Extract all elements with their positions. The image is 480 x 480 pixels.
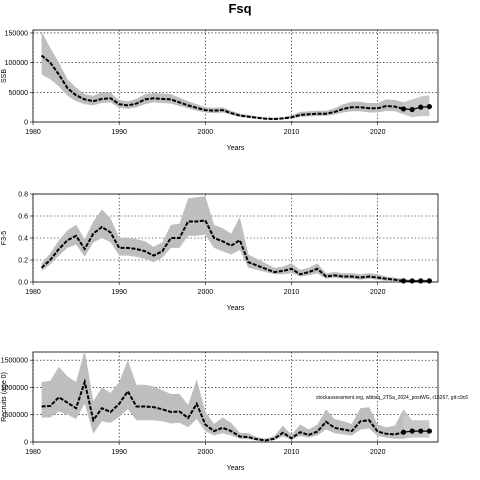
forecast-point-0-2 <box>418 104 424 110</box>
xtick-label-2-0: 1980 <box>25 449 41 456</box>
ytick-label-0-0: 0 <box>24 120 28 127</box>
forecast-point-2-2 <box>418 428 424 434</box>
forecast-point-2-3 <box>426 428 432 434</box>
xaxis-label-2: Years <box>227 465 245 472</box>
xtick-label-2-4: 2020 <box>370 449 386 456</box>
yaxis-label-1: F3-5 <box>1 231 8 246</box>
ytick-label-2-1: 500000 <box>5 412 28 419</box>
forecast-point-0-1 <box>409 106 415 113</box>
xtick-label-2-1: 1990 <box>111 449 127 456</box>
annotation-text: stockassessment.org, wbbsq_2TSa_2024_pos… <box>316 395 468 401</box>
xtick-label-2-2: 2000 <box>198 449 214 456</box>
xtick-label-2-3: 2010 <box>284 449 300 456</box>
ytick-label-0-2: 100000 <box>5 60 28 67</box>
forecast-point-1-3 <box>426 278 432 284</box>
xtick-label-1-3: 2010 <box>284 289 300 296</box>
estimate-line-0-1 <box>403 106 430 111</box>
confidence-band-0-0 <box>41 31 404 120</box>
estimate-line-0-0 <box>40 54 404 121</box>
forecast-point-0-3 <box>426 103 432 110</box>
yaxis-label-0: SSB <box>1 69 8 83</box>
ytick-label-1-0: 0.0 <box>18 280 28 287</box>
xtick-label-0-0: 1980 <box>25 129 41 136</box>
xaxis-label-0: Years <box>227 145 245 152</box>
ytick-label-1-2: 0.4 <box>18 236 28 243</box>
estimate-line-2-0 <box>41 378 404 442</box>
estimate-line-1-0 <box>40 219 404 282</box>
ytick-label-1-4: 0.8 <box>18 192 28 199</box>
chart-title: Fsq <box>228 1 251 16</box>
forecast-point-2-0 <box>400 429 407 435</box>
forecast-point-1-0 <box>400 278 407 284</box>
ytick-label-0-1: 50000 <box>9 90 29 97</box>
xtick-label-0-2: 2000 <box>198 129 214 136</box>
plot-frame-2 <box>32 351 439 443</box>
ytick-label-2-2: 1000000 <box>1 385 28 392</box>
xaxis-label-1: Years <box>227 305 245 312</box>
confidence-band-2-0 <box>41 350 404 442</box>
confidence-band-0-1 <box>403 95 430 118</box>
forecast-point-2-1 <box>409 428 415 434</box>
yaxis-label-2: Recruits (age 0) <box>1 372 8 422</box>
xtick-label-0-1: 1990 <box>111 129 127 136</box>
forecast-point-1-1 <box>409 278 415 284</box>
confidence-band-1-0 <box>41 196 404 282</box>
xtick-label-0-3: 2010 <box>284 129 300 136</box>
ytick-label-0-3: 150000 <box>5 30 28 37</box>
xtick-label-1-0: 1980 <box>25 289 41 296</box>
xtick-label-1-2: 2000 <box>198 289 214 296</box>
forecast-point-0-0 <box>400 106 407 112</box>
xtick-label-0-4: 2020 <box>370 129 386 136</box>
ytick-label-1-3: 0.6 <box>18 214 28 221</box>
xtick-label-1-1: 1990 <box>111 289 127 296</box>
confidence-band-2-1 <box>403 409 430 439</box>
ytick-label-1-1: 0.2 <box>18 258 28 265</box>
ytick-label-2-0: 0 <box>24 440 28 447</box>
forecast-point-1-2 <box>418 278 424 284</box>
estimate-line-2-1 <box>403 430 430 433</box>
xtick-label-1-4: 2020 <box>370 289 386 296</box>
ytick-label-2-3: 1500000 <box>1 358 28 365</box>
